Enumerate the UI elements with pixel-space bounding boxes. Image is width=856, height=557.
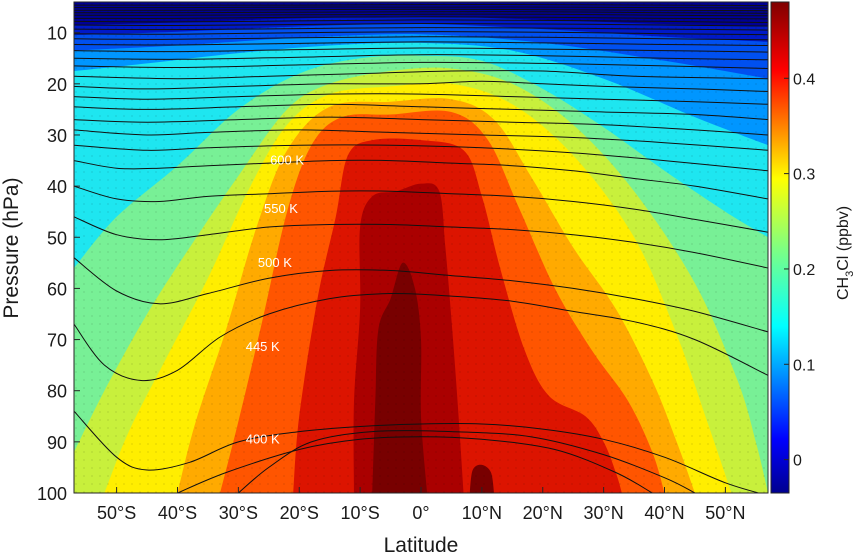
colorbar-gradient xyxy=(770,1,790,494)
x-tick-label: 20°N xyxy=(523,503,563,523)
y-axis-title: Pressure (hPa) xyxy=(0,177,23,318)
isentrope-line xyxy=(74,103,768,121)
isentrope-line xyxy=(74,36,768,41)
isentrope-label: 550 K xyxy=(264,201,298,216)
isentrope-line xyxy=(74,19,768,23)
isentrope-line xyxy=(74,4,768,7)
colorbar-tick-label: 0.1 xyxy=(793,357,815,374)
colorbar-title-main: CH xyxy=(835,277,852,300)
y-tick-label: 90 xyxy=(47,433,67,453)
y-tick-label: 70 xyxy=(47,331,67,351)
isentrope-label: 500 K xyxy=(258,255,292,270)
x-tick-label: 30°N xyxy=(584,503,624,523)
isentrope-line xyxy=(74,47,768,53)
y-tick-label: 10 xyxy=(47,24,67,44)
x-axis: 50°S 40°S 30°S 20°S 10°S 0° 10°N 20°N 30°N 40°N 50… xyxy=(97,487,745,523)
isentrope-line xyxy=(74,54,768,61)
isentrope-line xyxy=(177,436,653,493)
isentrope-line xyxy=(74,410,761,493)
isentrope-line xyxy=(74,6,768,9)
isentrope-line xyxy=(74,22,768,27)
x-tick-label: 30°S xyxy=(219,503,258,523)
isentrope-label: 400 K xyxy=(246,431,280,446)
x-tick-label: 0° xyxy=(412,503,429,523)
colorbar: 0 0.1 0.2 0.3 0.4 CH3Cl (ppbv) xyxy=(770,1,856,494)
isentrope-line xyxy=(74,31,768,36)
colorbar-title-subscript: 3 xyxy=(844,271,856,277)
y-tick-label: 20 xyxy=(47,75,67,95)
colorbar-tick-label: 0.3 xyxy=(793,167,815,184)
y-tick-label: 40 xyxy=(47,177,67,197)
isentrope-line xyxy=(74,216,768,269)
isentrope-label: 600 K xyxy=(270,153,304,168)
x-tick-label: 10°N xyxy=(462,503,502,523)
isentrope-line xyxy=(74,70,768,80)
colorbar-title: CH3Cl (ppbv) xyxy=(835,206,856,300)
isentrope-line xyxy=(74,80,768,92)
plot-area: 400 K 445 K 500 K 550 K 600 K xyxy=(74,2,768,493)
isentrope-line xyxy=(74,11,768,14)
isentrope-line xyxy=(74,41,768,46)
colorbar-tick-label: 0.2 xyxy=(793,262,815,279)
isentrope-line xyxy=(238,430,696,493)
y-tick-label: 50 xyxy=(47,228,67,248)
isentrope-line xyxy=(74,144,768,172)
colorbar-title-rest: Cl (ppbv) xyxy=(835,206,852,271)
isentrope-line xyxy=(74,257,768,333)
x-tick-label: 10°S xyxy=(341,503,380,523)
x-tick-label: 40°N xyxy=(644,503,684,523)
isentrope-line xyxy=(74,16,768,20)
isentrope-line xyxy=(74,129,768,151)
y-axis: 10 20 30 40 50 60 70 80 90 100 xyxy=(37,24,80,504)
isentrope-line xyxy=(74,292,768,382)
colorbar-tick-label: 0 xyxy=(793,453,802,470)
x-tick-label: 50°N xyxy=(705,503,745,523)
colorbar-ticks: 0 0.1 0.2 0.3 0.4 xyxy=(784,71,815,470)
x-tick-label: 20°S xyxy=(280,503,319,523)
isentrope-line xyxy=(74,93,768,105)
isentrope-line xyxy=(74,13,768,17)
y-tick-label: 30 xyxy=(47,126,67,146)
isentrope-line xyxy=(74,61,768,69)
isentrope-line xyxy=(74,27,768,31)
isentrope-lines xyxy=(74,4,768,493)
x-tick-label: 50°S xyxy=(97,503,136,523)
isentrope-line xyxy=(74,8,768,12)
colorbar-tick-label: 0.4 xyxy=(793,71,815,88)
y-tick-label: 100 xyxy=(37,484,67,504)
isentrope-line xyxy=(74,159,768,200)
x-tick-label: 40°S xyxy=(158,503,197,523)
isentrope-line xyxy=(74,185,768,233)
isentrope-line xyxy=(74,116,768,136)
y-tick-label: 60 xyxy=(47,279,67,299)
isentrope-label: 445 K xyxy=(246,339,280,354)
x-axis-title: Latitude xyxy=(384,534,459,557)
isentrope-labels: 400 K 445 K 500 K 550 K 600 K xyxy=(246,153,305,447)
y-tick-label: 80 xyxy=(47,382,67,402)
